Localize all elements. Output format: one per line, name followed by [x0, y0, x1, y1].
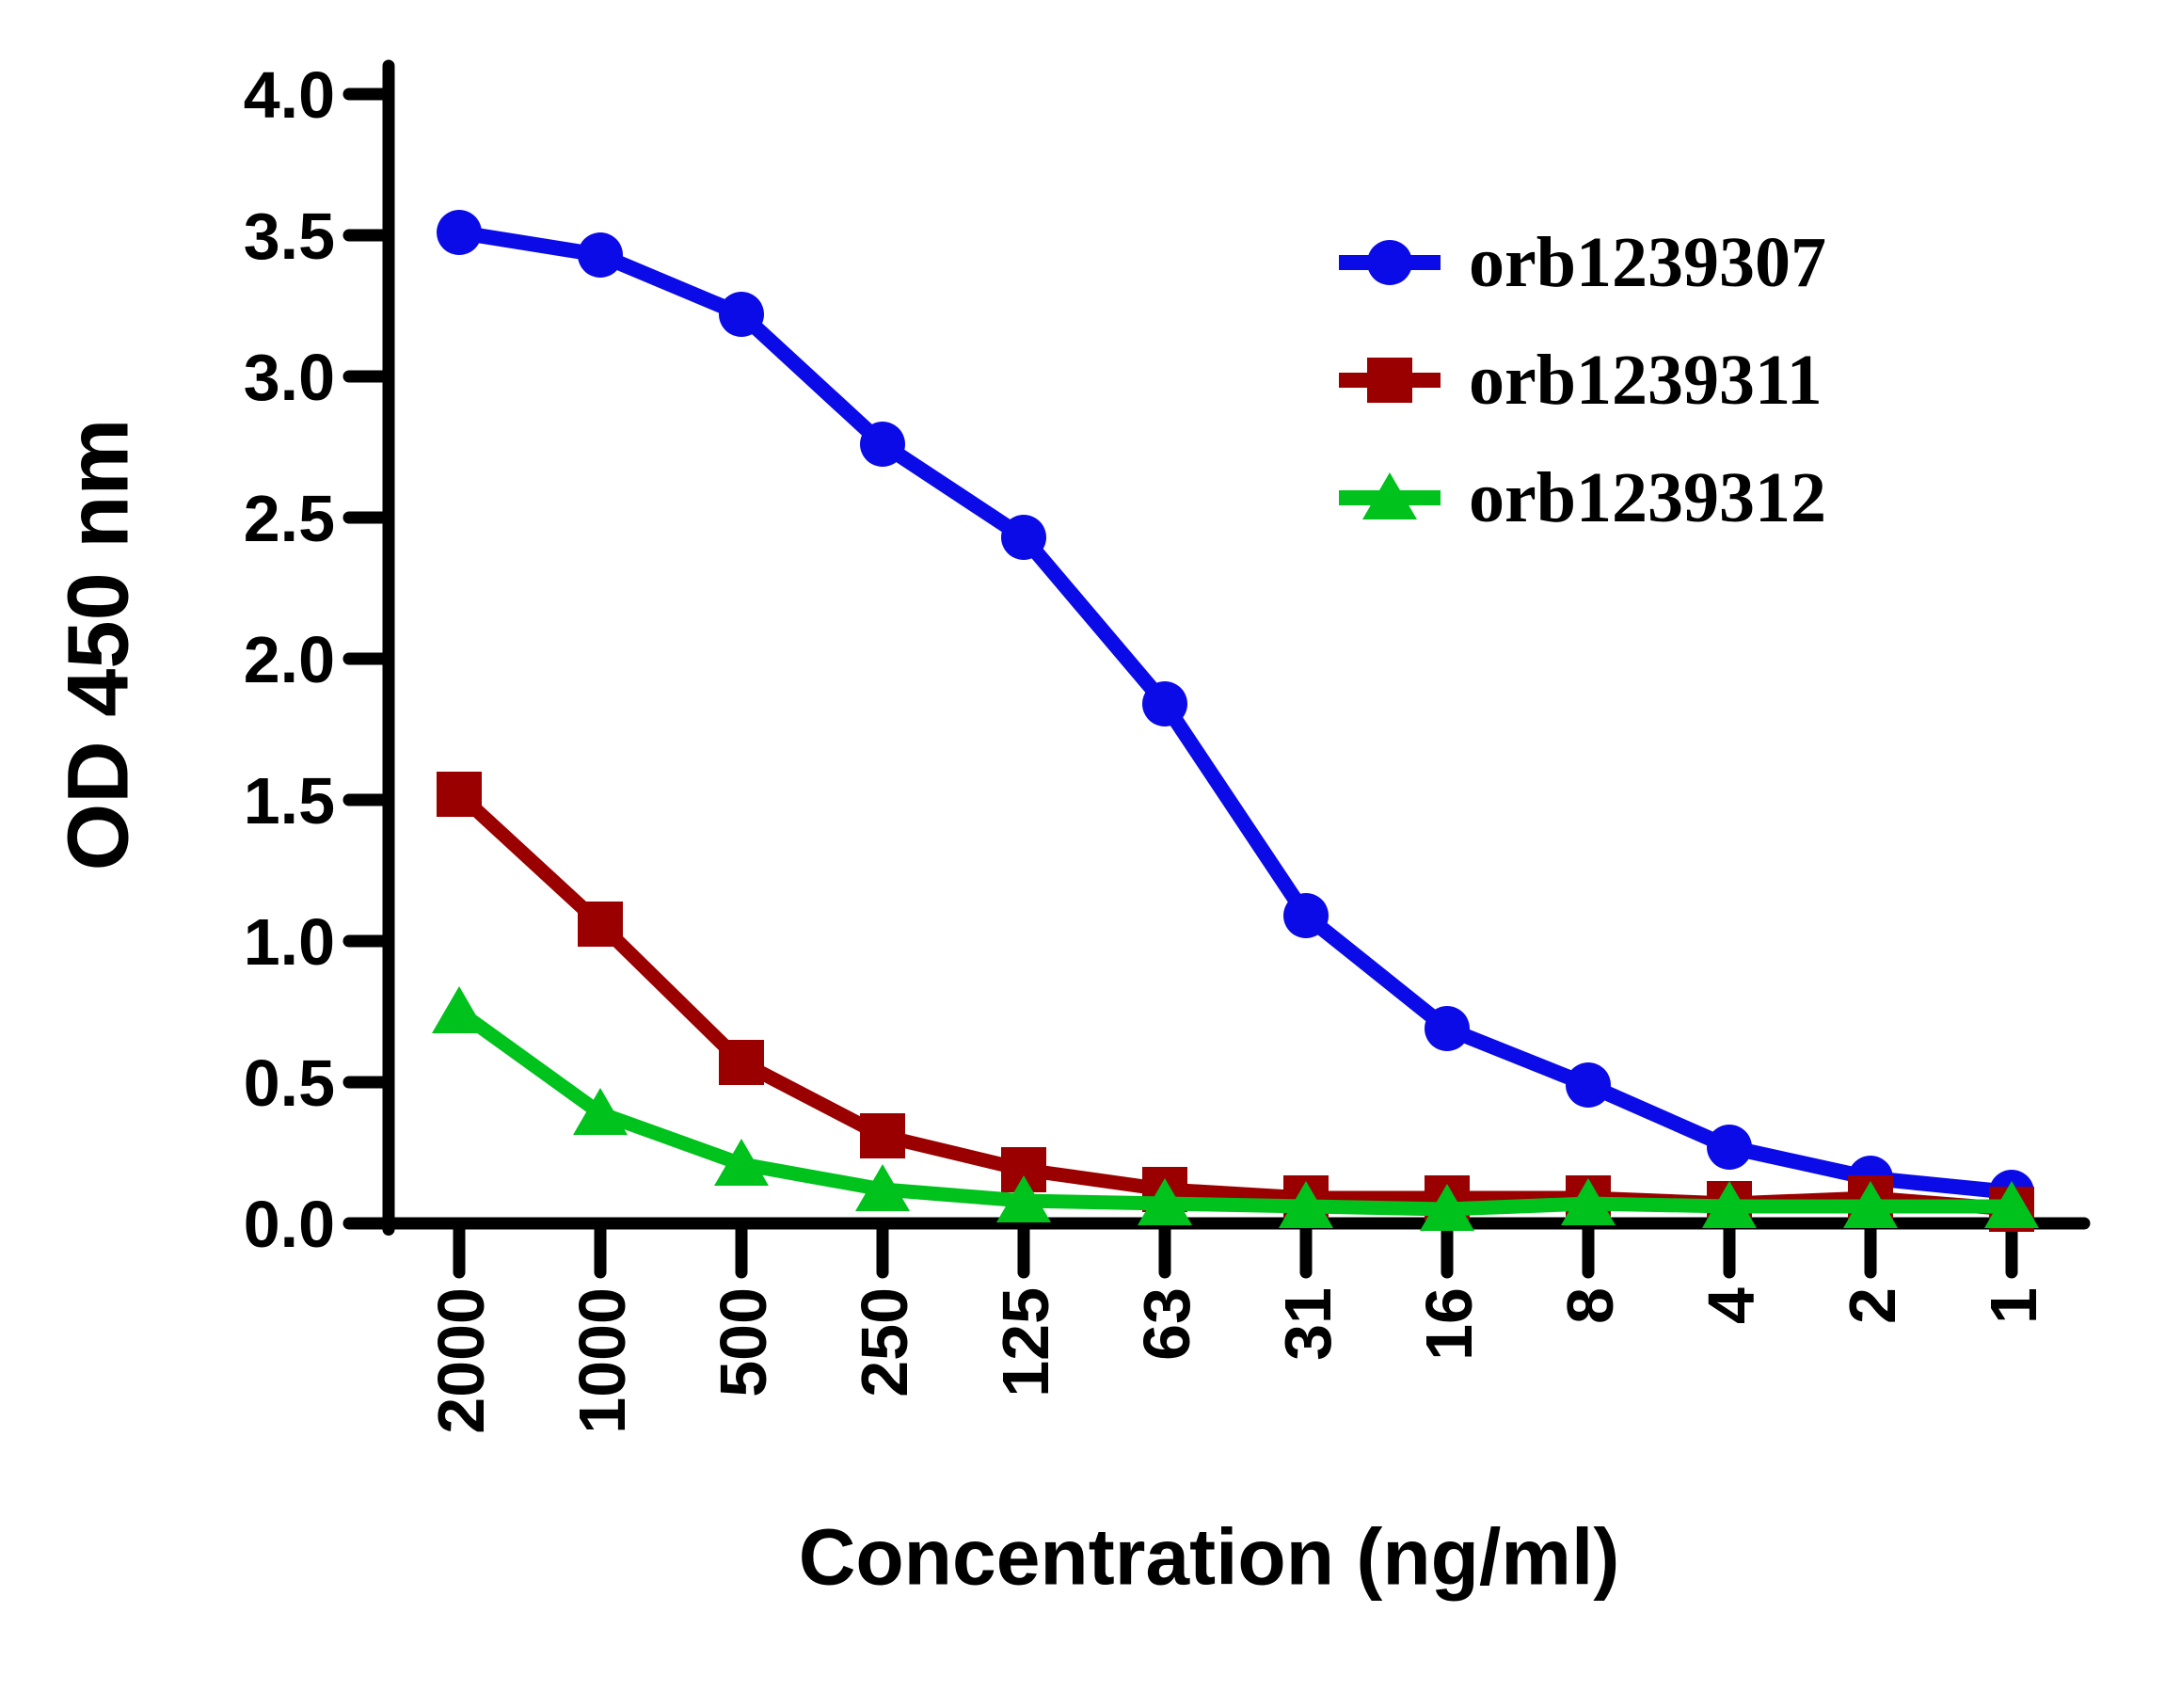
y-tick-label: 3.0	[244, 341, 335, 414]
y-tick-label: 1.0	[244, 905, 335, 979]
x-tick-label: 2	[1836, 1287, 1909, 1324]
series-orb1239312-marker	[855, 1164, 910, 1211]
triangle-legend-swatch-icon	[1339, 471, 1441, 519]
series-orb1239312-marker	[573, 1088, 628, 1135]
series-orb1239312-marker	[1843, 1181, 1898, 1228]
y-tick-label: 0.5	[244, 1046, 335, 1120]
series-orb1239312-marker	[1702, 1181, 1757, 1228]
legend-marker-triangle-icon	[1362, 471, 1417, 519]
y-tick-label: 3.5	[244, 200, 335, 273]
series-orb1239311-marker	[860, 1113, 905, 1158]
x-tick-label: 2000	[424, 1287, 498, 1434]
legend-marker-circle-icon	[1367, 239, 1412, 285]
series-orb1239307-marker	[860, 422, 905, 467]
series-orb1239307-marker	[1707, 1125, 1752, 1170]
series-orb1239307-marker	[578, 232, 623, 278]
series-orb1239307-marker	[1425, 1006, 1470, 1051]
x-tick-label: 250	[848, 1287, 921, 1397]
y-tick-label: 2.5	[244, 482, 335, 555]
series-orb1239311-marker	[437, 772, 482, 817]
series-orb1239312-marker	[1279, 1181, 1333, 1228]
series-orb1239312-marker	[1138, 1178, 1192, 1225]
series-orb1239312	[432, 986, 2039, 1231]
x-tick-label: 16	[1412, 1287, 1486, 1361]
series-orb1239311-marker	[719, 1040, 764, 1085]
y-tick-label: 2.0	[244, 623, 335, 696]
x-tick-label: 63	[1130, 1287, 1203, 1361]
x-tick-label: 125	[989, 1287, 1062, 1397]
legend-label: orb1239311	[1469, 340, 1823, 420]
series-orb1239312-marker	[1984, 1181, 2039, 1228]
legend-item-orb1239307: orb1239307	[1337, 203, 1826, 321]
legend-marker-square-icon	[1367, 357, 1412, 403]
series-orb1239307-marker	[1142, 681, 1187, 726]
x-tick-label: 31	[1271, 1287, 1345, 1361]
legend: orb1239307 orb1239311 orb1239312	[1337, 203, 1826, 556]
series-orb1239307-marker	[1283, 893, 1329, 938]
x-axis-title: Concentration (ng/ml)	[798, 1512, 1620, 1602]
series-orb1239307-marker	[1001, 515, 1046, 560]
x-tick-label: 4	[1695, 1287, 1768, 1324]
square-legend-swatch-icon	[1339, 357, 1441, 403]
circle-legend-swatch-icon	[1339, 239, 1441, 285]
x-tick-label: 1000	[565, 1287, 639, 1434]
legend-label: orb1239307	[1469, 222, 1826, 302]
y-tick-label: 1.5	[244, 764, 335, 838]
series-orb1239312-marker	[1420, 1184, 1474, 1231]
legend-item-orb1239311: orb1239311	[1337, 321, 1826, 439]
series-orb1239312-marker	[996, 1175, 1051, 1222]
series-orb1239312-marker	[432, 986, 486, 1033]
y-tick-label: 0.0	[244, 1188, 335, 1261]
legend-item-orb1239312: orb1239312	[1337, 439, 1826, 556]
y-tick-label: 4.0	[244, 58, 335, 132]
series-orb1239312-line	[454, 1005, 2012, 1217]
x-tick-label: 500	[707, 1287, 780, 1397]
series-orb1239307-marker	[437, 210, 482, 255]
series-orb1239307-line	[457, 225, 2013, 1200]
series-orb1239307-marker	[1566, 1062, 1611, 1108]
x-tick-label: 1	[1977, 1287, 2050, 1324]
series-orb1239312-marker	[714, 1139, 769, 1186]
x-tick-label: 8	[1553, 1287, 1627, 1324]
series-orb1239307-marker	[719, 292, 764, 337]
series-orb1239312-marker	[1561, 1178, 1616, 1225]
y-axis-title: OD 450 nm	[50, 418, 147, 871]
legend-label: orb1239312	[1469, 457, 1826, 537]
series-orb1239311-marker	[578, 902, 623, 947]
